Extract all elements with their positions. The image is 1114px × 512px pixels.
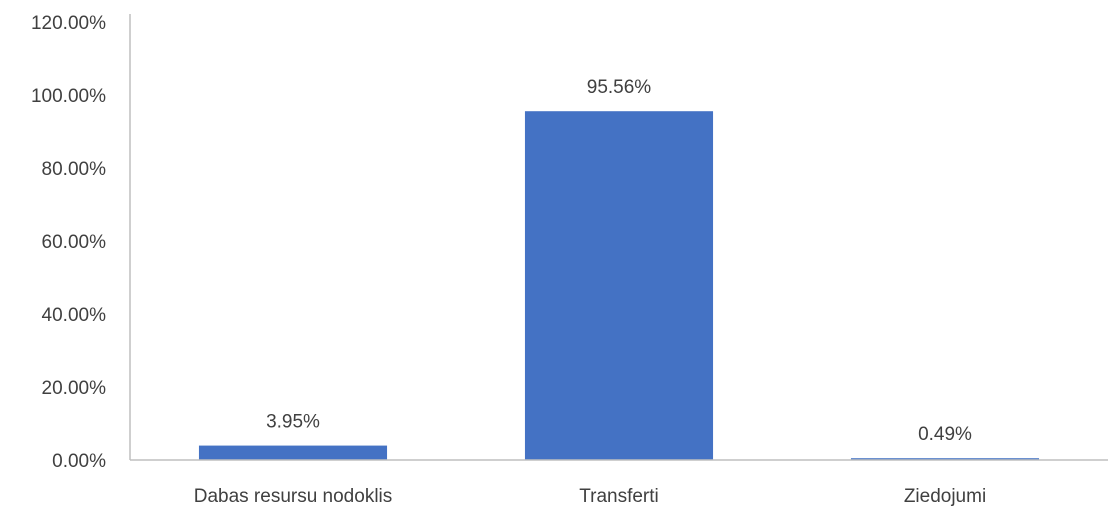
x-axis: Dabas resursu nodoklis Transferti Ziedojum… xyxy=(130,459,1108,507)
x-category-label: Ziedojumi xyxy=(904,486,986,507)
y-tick-label: 80.00% xyxy=(42,159,107,180)
y-axis: 0.00% 20.00% 40.00% 60.00% 80.00% 100.00% 120.… xyxy=(31,13,131,472)
y-tick-label: 120.00% xyxy=(31,13,106,34)
y-tick-label: 100.00% xyxy=(31,86,106,107)
y-tick-label: 40.00% xyxy=(42,305,107,326)
bar xyxy=(850,458,1040,460)
y-tick-label: 20.00% xyxy=(42,378,107,399)
y-tick-label: 60.00% xyxy=(42,232,107,253)
y-tick-label: 0.00% xyxy=(52,451,106,472)
bar xyxy=(524,111,714,461)
bar xyxy=(198,445,388,460)
bars: 3.95% 95.56% 0.49% xyxy=(198,77,1040,461)
data-label: 3.95% xyxy=(266,412,320,433)
data-label: 0.49% xyxy=(918,424,972,445)
x-category-label: Dabas resursu nodoklis xyxy=(194,486,393,507)
data-label: 95.56% xyxy=(587,77,652,98)
x-category-label: Transferti xyxy=(579,486,659,507)
